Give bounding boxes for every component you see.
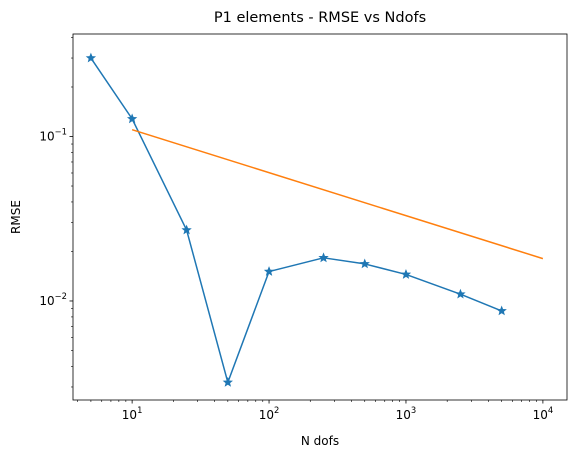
- series-0-point: [496, 305, 507, 316]
- series-0-point: [222, 376, 233, 387]
- y-tick-label: 10−1: [39, 127, 67, 144]
- series-0-line: [90, 57, 502, 384]
- x-tick-label: 103: [396, 405, 417, 422]
- series-0-point: [400, 269, 412, 279]
- series-0-point: [263, 266, 275, 276]
- series-layer: [85, 52, 544, 387]
- series-0-point: [359, 258, 370, 269]
- y-axis: 10−2 10−1: [39, 37, 73, 388]
- series-0-point: [455, 288, 466, 299]
- x-tick-label: 104: [533, 405, 554, 422]
- x-tick-label: 102: [259, 405, 280, 422]
- chart-title: P1 elements - RMSE vs Ndofs: [214, 10, 426, 26]
- y-axis-label: RMSE: [9, 200, 23, 234]
- series-0-point: [318, 252, 329, 263]
- series-0-point: [85, 52, 97, 63]
- series-1-line: [131, 128, 544, 260]
- x-axis: 101 102 103 104: [77, 400, 554, 422]
- x-tick-label: 101: [122, 405, 143, 422]
- plot-frame: [72, 33, 568, 401]
- series-0-point: [181, 224, 192, 235]
- x-axis-label: N dofs: [301, 434, 339, 448]
- series-0-point: [126, 113, 138, 124]
- y-tick-label: 10−2: [39, 291, 67, 308]
